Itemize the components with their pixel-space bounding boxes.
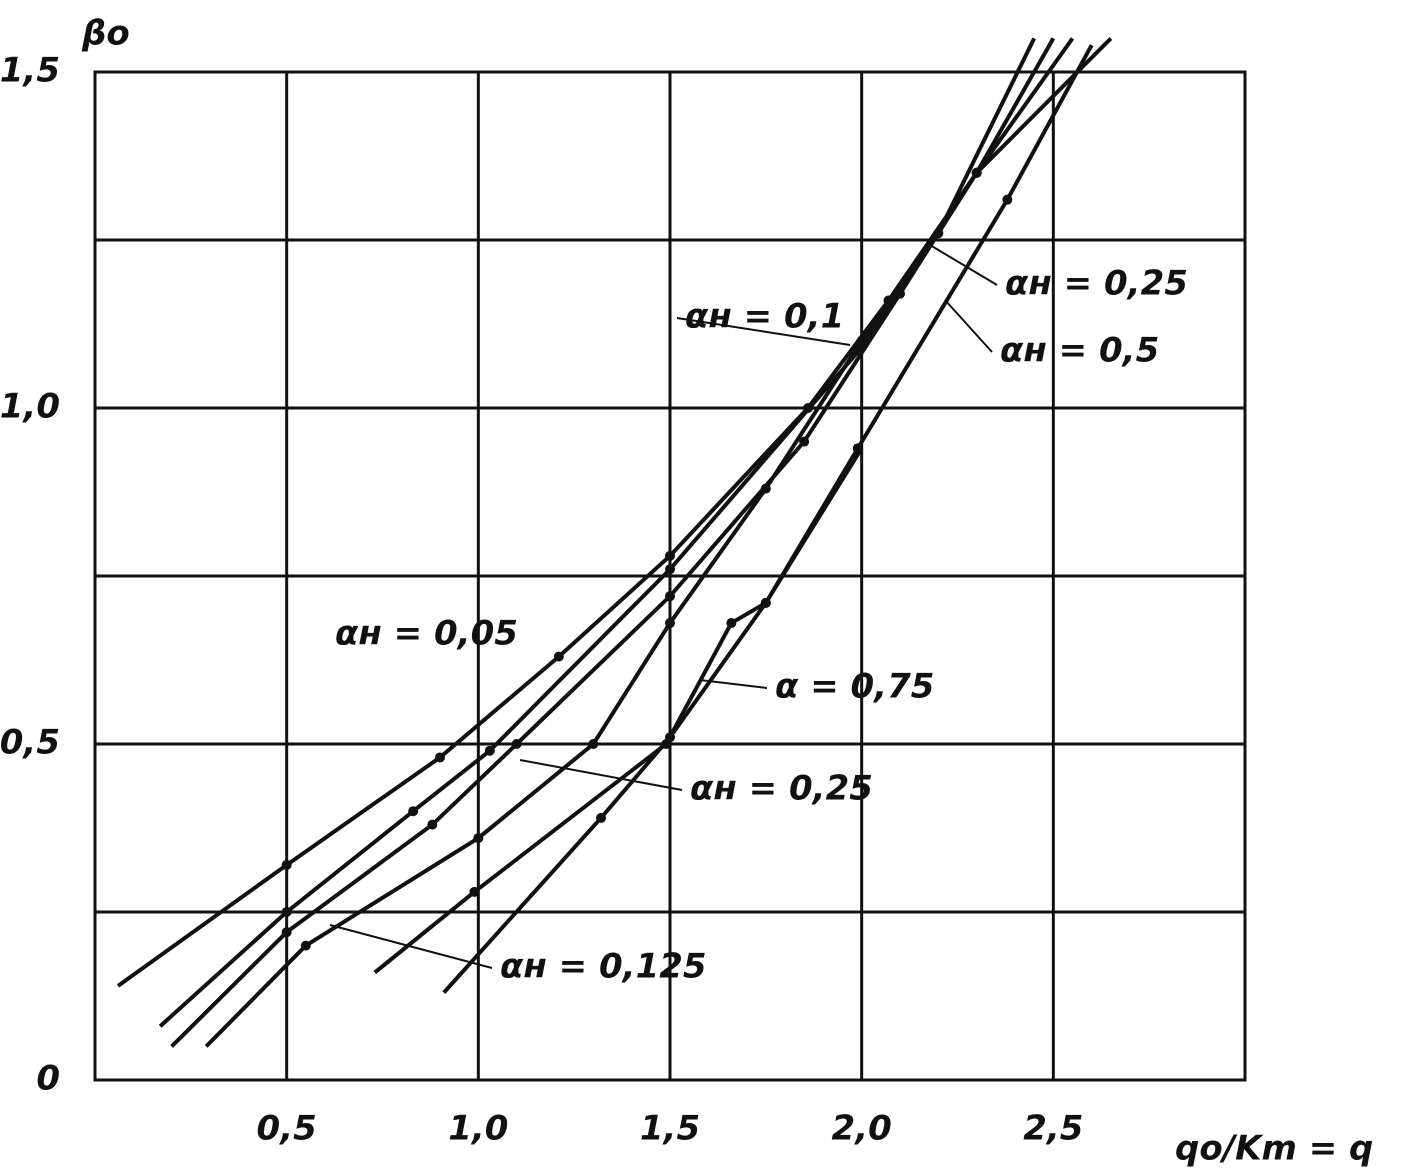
data-point (760, 483, 771, 494)
data-point (427, 819, 438, 830)
data-point (665, 618, 675, 629)
data-point (511, 739, 522, 749)
curve (442, 44, 1094, 994)
x-tick-label: 0,5 (257, 1109, 317, 1149)
data-point (760, 597, 771, 608)
annotation: αн = 0,05 (335, 614, 518, 654)
data-point (469, 886, 480, 897)
x-axis-label: qo/Km = q (1175, 1129, 1373, 1169)
y-tick-label: 0,5 (0, 723, 60, 763)
curve (158, 37, 1036, 1028)
data-point (553, 651, 564, 662)
data-point (665, 732, 675, 743)
data-point (596, 812, 606, 823)
data-point (799, 436, 810, 447)
curve (373, 447, 864, 975)
data-point (665, 550, 675, 561)
data-point (473, 833, 484, 844)
data-point (300, 940, 311, 951)
annotation: αн = 0,25 (1005, 264, 1188, 304)
data-point (484, 745, 495, 756)
y-tick-label: 0 (36, 1059, 60, 1099)
data-point (1002, 194, 1013, 205)
y-tick-label: 1,5 (0, 51, 60, 91)
data-point (281, 907, 292, 917)
annotation: αн = 0,1 (685, 297, 844, 337)
leader-line (329, 924, 493, 969)
x-tick-label: 1,5 (640, 1109, 700, 1149)
curve (204, 36, 1113, 1048)
data-point (726, 618, 737, 629)
data-point (435, 752, 445, 763)
leader-line (944, 299, 993, 353)
data-point (665, 564, 675, 575)
data-point (971, 167, 982, 178)
data-point (281, 859, 292, 870)
data-point (856, 335, 867, 346)
leader-line (519, 759, 683, 791)
annotation: α = 0,75 (775, 667, 934, 707)
x-tick-label: 2,0 (832, 1109, 892, 1149)
annotation: αн = 0,5 (1000, 331, 1159, 371)
y-axis-label: βo (81, 14, 130, 54)
data-point (281, 927, 292, 938)
data-point (852, 443, 863, 454)
annotation: αн = 0,25 (690, 769, 873, 809)
x-tick-label: 1,0 (448, 1109, 508, 1149)
annotation: αн = 0,125 (500, 947, 707, 987)
leader-line (676, 317, 851, 346)
curve (116, 37, 1056, 988)
leader-line (929, 244, 998, 286)
data-point (665, 591, 675, 602)
data-point (408, 806, 419, 817)
x-tick-label: 2,5 (1023, 1109, 1083, 1149)
leader-line (699, 679, 768, 689)
data-point (588, 739, 599, 749)
y-tick-label: 1,0 (0, 387, 60, 427)
